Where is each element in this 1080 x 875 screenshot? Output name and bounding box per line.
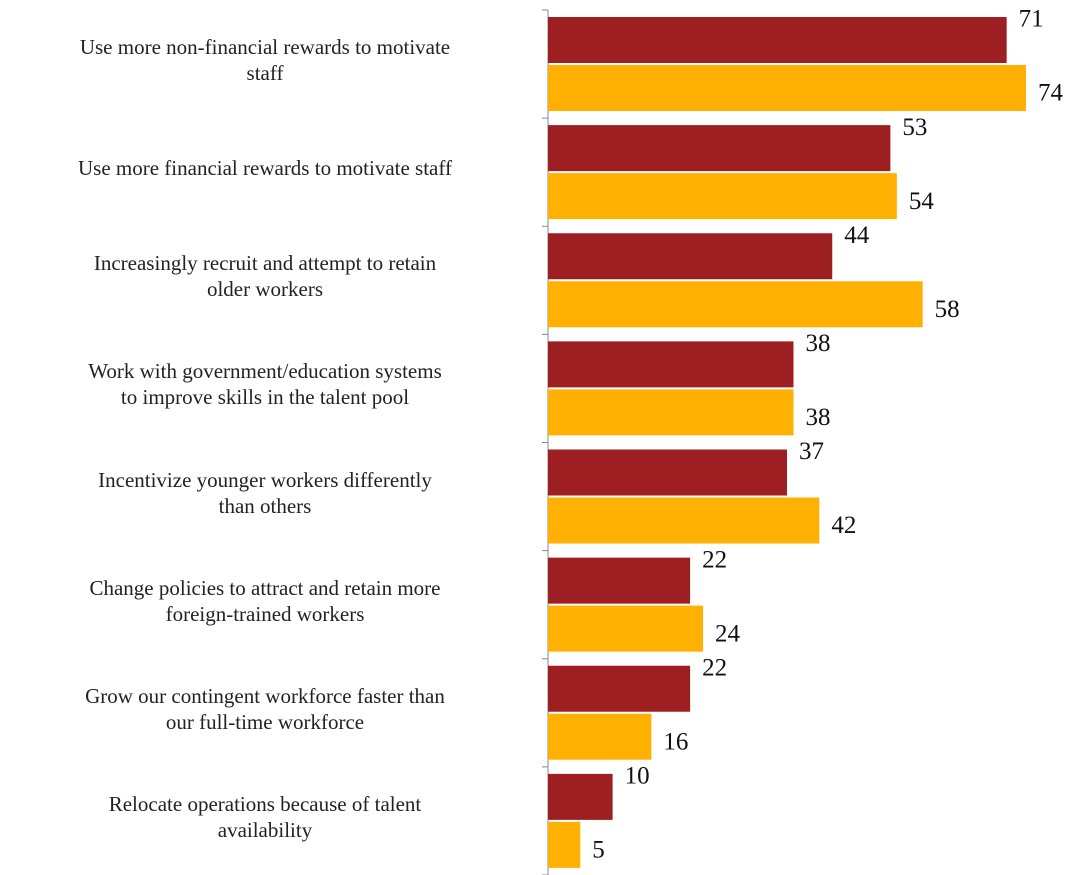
value-label: 71 [1019,6,1044,33]
value-label: 22 [702,654,727,681]
value-label: 44 [844,222,870,249]
value-label: 42 [831,512,856,539]
value-label: 10 [625,763,650,790]
value-label: 58 [935,296,960,323]
value-label: 74 [1038,80,1064,107]
category-label: Grow our contingent workforce faster tha… [85,683,445,734]
bar [548,341,794,388]
category-label: Relocate operations because of talent av… [108,791,422,842]
value-label: 53 [902,114,927,141]
bar [548,557,691,604]
value-label: 38 [805,330,830,357]
bar [548,17,1007,63]
bar [548,713,652,760]
bar [548,773,613,820]
value-label: 54 [909,188,935,215]
bar [548,389,794,436]
category-label: Incentivize younger workers differently … [98,467,432,518]
bar [548,821,581,868]
value-label: 16 [663,728,688,755]
bar [548,665,691,712]
bar [548,449,788,496]
bar [548,281,923,328]
category-label: Use more non-financial rewards to motiva… [79,35,451,86]
bar [548,497,820,544]
category-label: Use more financial rewards to motivate s… [78,156,452,181]
bar [548,233,833,280]
bar [548,125,891,172]
category-label: Change policies to attract and retain mo… [89,575,441,626]
bar [548,605,704,652]
value-label: 22 [702,546,727,573]
value-label: 37 [799,438,824,465]
value-label: 5 [592,837,605,864]
value-label: 38 [805,404,830,431]
category-label: Increasingly recruit and attempt to reta… [93,251,437,302]
bar [548,65,1027,111]
category-label: Work with government/education systems t… [88,359,442,410]
value-label: 24 [715,620,741,647]
bar [548,173,897,220]
